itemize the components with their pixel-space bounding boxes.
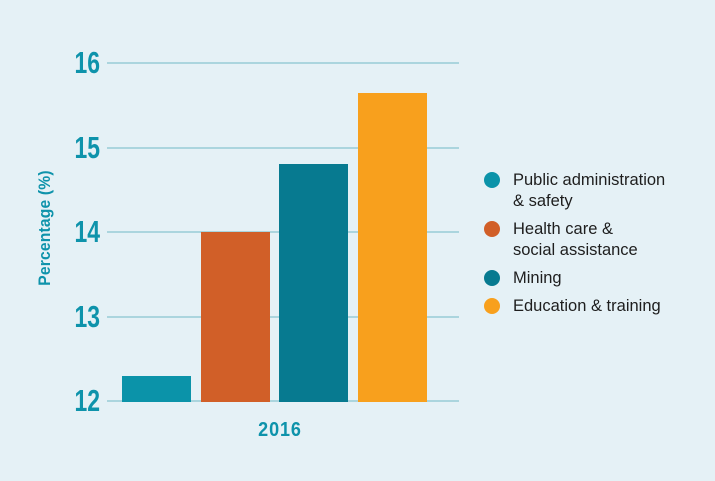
legend-swatch-icon bbox=[484, 221, 500, 237]
legend-label: Education & training bbox=[513, 296, 661, 317]
legend-label-line: Health care & bbox=[513, 220, 613, 238]
legend-label-line: Mining bbox=[513, 269, 562, 287]
bar-public-administration-safety bbox=[122, 375, 191, 402]
legend-label-line: Public administration bbox=[513, 171, 666, 189]
legend-swatch-icon bbox=[484, 270, 500, 286]
legend-item: Public administration & safety bbox=[484, 170, 665, 212]
x-axis-tick-label: 2016 bbox=[258, 419, 302, 441]
bar-health-care-social-assistance bbox=[201, 232, 270, 402]
legend-label: Mining bbox=[513, 268, 562, 289]
legend-label-line: & safety bbox=[513, 192, 573, 210]
y-tick-label: 12 bbox=[74, 383, 100, 418]
bar-mining bbox=[279, 164, 348, 402]
y-tick-label: 14 bbox=[74, 214, 100, 249]
y-tick-label: 13 bbox=[74, 298, 100, 334]
gridline bbox=[107, 146, 459, 149]
legend: Public administration & safety Health care… bbox=[484, 170, 665, 324]
y-tick-label: 15 bbox=[74, 129, 100, 165]
legend-label-line: Education & training bbox=[513, 297, 661, 315]
y-tick-label: 16 bbox=[74, 45, 100, 80]
bar-education-training bbox=[358, 92, 427, 402]
legend-item: Education & training bbox=[484, 296, 665, 317]
gridline bbox=[107, 62, 459, 64]
legend-swatch-icon bbox=[484, 298, 500, 314]
legend-label: Public administration & safety bbox=[513, 170, 665, 212]
legend-item: Mining bbox=[484, 268, 665, 289]
legend-item: Health care & social assistance bbox=[484, 219, 665, 261]
legend-swatch-icon bbox=[484, 172, 500, 188]
legend-label: Health care & social assistance bbox=[513, 219, 638, 261]
legend-label-line: social assistance bbox=[513, 241, 638, 259]
